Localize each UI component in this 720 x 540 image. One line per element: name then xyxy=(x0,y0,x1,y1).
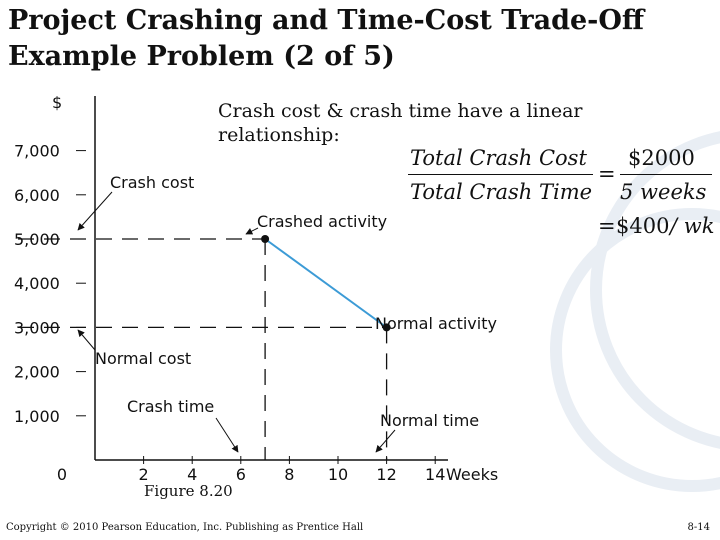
x-tick-label: 6 xyxy=(236,465,246,484)
formula-denominator-left: Total Crash Time xyxy=(410,180,593,204)
x-tick-label: 2 xyxy=(139,465,149,484)
x-tick-label: 0 xyxy=(57,465,67,484)
formula-result-value: $400 xyxy=(616,214,670,238)
data-point xyxy=(382,323,391,332)
y-ticks: 1,000 2,000 3,000 4,000 5,000 6,000 7,000 xyxy=(14,142,86,426)
figure-caption: Figure 8.20 xyxy=(144,482,233,500)
x-tick-label: 12 xyxy=(376,465,396,484)
relation-text: Crash cost & crash time have a linear re… xyxy=(218,100,583,146)
formula-result-unit: / wk xyxy=(670,214,715,238)
y-tick-label: 1,000 xyxy=(14,407,60,426)
formula-equals-1: = xyxy=(598,162,616,186)
copyright-notice: Copyright © 2010 Pearson Education, Inc.… xyxy=(6,522,364,533)
data-point xyxy=(261,235,270,243)
title-block: Project Crashing and Time-Cost Trade-Off… xyxy=(0,0,720,88)
x-axis-label: Weeks xyxy=(446,465,498,484)
slide-title-line-2: Example Problem (2 of 5) xyxy=(8,41,395,72)
guide-lines xyxy=(18,238,388,460)
y-tick-label: 7,000 xyxy=(14,142,60,161)
x-tick-label: 4 xyxy=(187,465,197,484)
cost-time-line xyxy=(264,238,388,329)
crash-cost-arrow xyxy=(77,191,113,231)
formula-denominator-right: 5 weeks xyxy=(620,180,707,204)
normal-cost-label: Normal cost xyxy=(95,349,191,368)
y-tick-label: 6,000 xyxy=(14,186,60,205)
slide-title-line-1: Project Crashing and Time-Cost Trade-Off xyxy=(8,5,645,36)
formula-numerator-left: Total Crash Cost xyxy=(410,146,587,170)
normal-cost-arrow xyxy=(77,329,96,351)
cost-slope-formula: Total Crash Cost Total Crash Time = $200… xyxy=(404,142,720,242)
crash-time-arrow xyxy=(215,417,239,453)
x-tick-label: 10 xyxy=(328,465,348,484)
formula-fraction-bar-left xyxy=(408,174,593,175)
chart: $ Weeks 1,000 2,000 3,000 4,000 5,000 6,000 7,… xyxy=(14,93,498,484)
data-points xyxy=(261,235,391,332)
crashed-activity-label: Crashed activity xyxy=(257,212,387,231)
x-tick-label: 8 xyxy=(284,465,294,484)
y-axis-label: $ xyxy=(52,93,62,112)
normal-time-label: Normal time xyxy=(380,411,479,430)
formula-fraction-bar-right xyxy=(620,174,712,175)
y-tick-label: 2,000 xyxy=(14,363,60,382)
formula-equals-2: = xyxy=(598,214,616,238)
y-tick-label: 4,000 xyxy=(14,274,60,293)
crash-time-label: Crash time xyxy=(127,397,214,416)
crash-cost-label: Crash cost xyxy=(110,173,194,192)
normal-time-arrow xyxy=(375,429,396,453)
background-decoration xyxy=(490,88,720,540)
x-tick-label: 14 xyxy=(425,465,445,484)
y-tick-label: 5,000 xyxy=(14,230,60,249)
formula-numerator-right: $2000 xyxy=(628,146,695,170)
x-ticks: 0 2 4 6 8 10 12 14 xyxy=(57,456,445,484)
y-tick-label: 3,000 xyxy=(14,318,60,337)
crashed-activity-arrow xyxy=(245,227,259,235)
normal-activity-label: Normal activity xyxy=(375,314,497,333)
page-number: 8-14 xyxy=(687,522,710,533)
